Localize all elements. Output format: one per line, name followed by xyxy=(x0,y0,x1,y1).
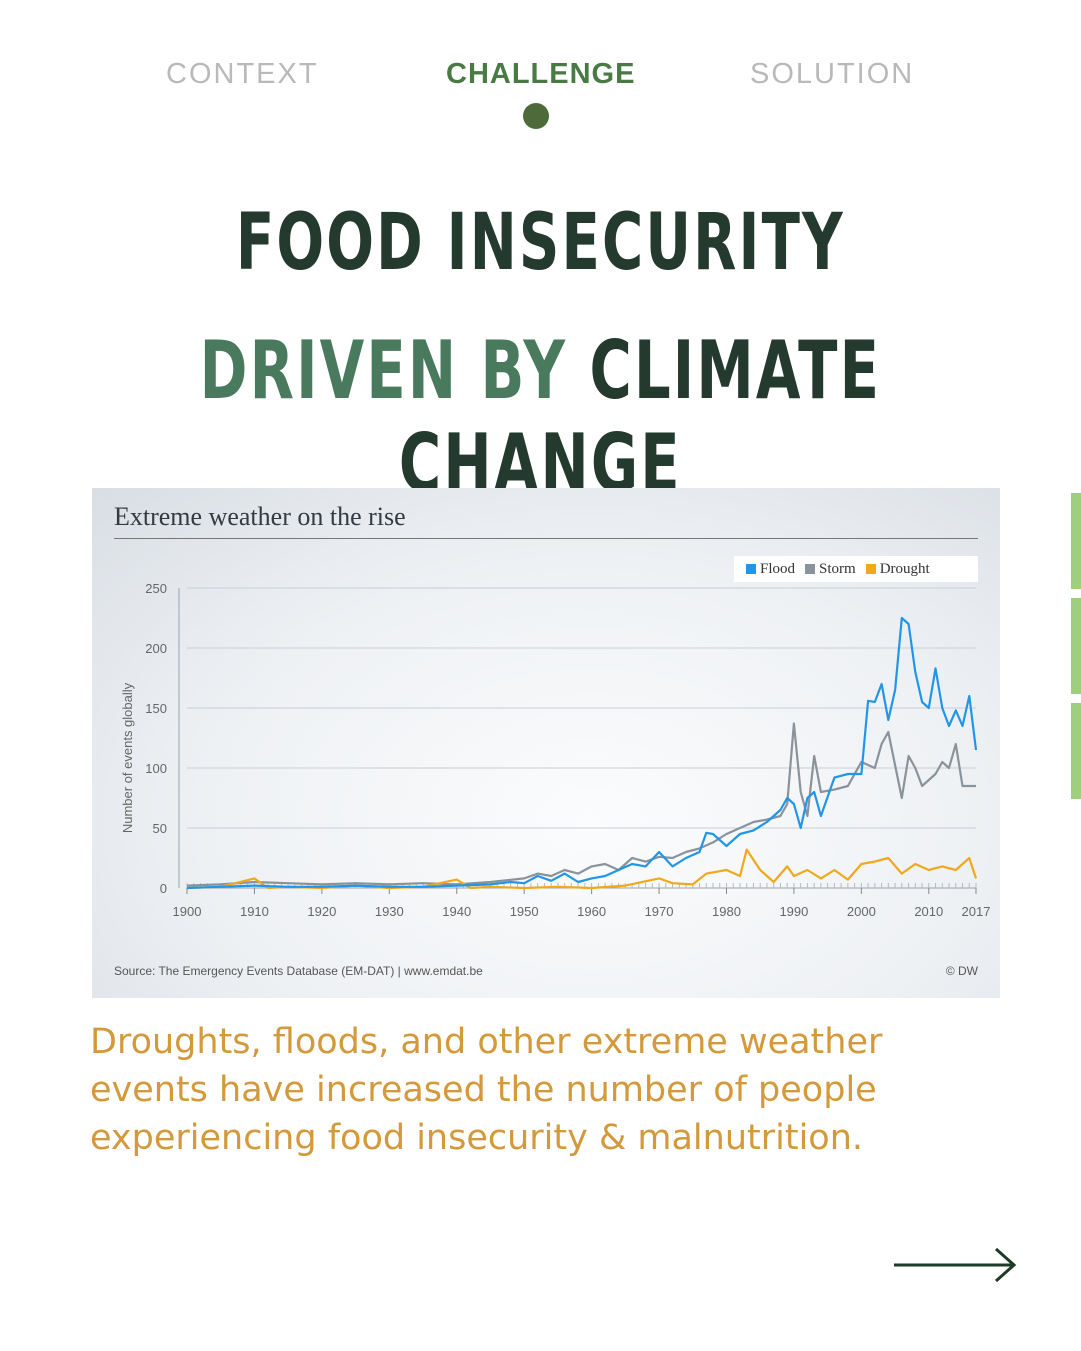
x-tick-label: 2017 xyxy=(962,904,991,919)
y-tick-label: 0 xyxy=(160,881,167,896)
caption-text: Droughts, floods, and other extreme weat… xyxy=(90,1022,883,1158)
y-tick-label: 50 xyxy=(153,821,167,836)
x-tick-label: 1950 xyxy=(510,904,539,919)
x-tick-label: 1940 xyxy=(442,904,471,919)
x-tick-label: 1900 xyxy=(173,904,202,919)
x-tick-label: 1960 xyxy=(577,904,606,919)
side-progress-bar-3 xyxy=(1071,703,1081,799)
side-progress-bar-1 xyxy=(1071,493,1081,589)
tab-context[interactable]: CONTEXT xyxy=(166,58,319,90)
tab-solution[interactable]: SOLUTION xyxy=(750,58,915,90)
series-line-flood xyxy=(186,616,978,890)
headline-line-2: DRIVEN BY CLIMATE CHANGE xyxy=(151,324,929,510)
chart-card: Extreme weather on the rise 0 50 100 150 200… xyxy=(92,488,1000,998)
headline-line-1: FOOD INSECURITY xyxy=(235,198,845,288)
y-tick-label: 200 xyxy=(145,641,167,656)
x-tick-label: 1970 xyxy=(645,904,674,919)
x-tick-label: 1990 xyxy=(779,904,808,919)
drought-swatch-icon xyxy=(865,564,876,574)
chart-source: Source: The Emergency Events Database (E… xyxy=(114,964,483,978)
headline-dark-text: CLIMATE CHANGE xyxy=(398,324,882,510)
x-tick-label: 1930 xyxy=(375,904,404,919)
tab-challenge[interactable]: CHALLENGE xyxy=(446,58,636,90)
legend-item-drought: Drought xyxy=(865,560,930,578)
legend-label-storm: Storm xyxy=(819,560,856,577)
legend-item-flood: Flood xyxy=(746,561,795,578)
x-tick-label: 2010 xyxy=(914,904,943,919)
x-tick-label: 2000 xyxy=(847,904,876,919)
series-line-drought xyxy=(186,848,978,890)
y-tick-label: 150 xyxy=(145,701,167,716)
side-progress-bar-2 xyxy=(1071,598,1081,694)
headline-green-text: DRIVEN BY xyxy=(199,324,568,417)
chart-title-divider xyxy=(114,538,978,539)
line-chart: 0 50 100 150 200 250 1900 1910 1920 1930 1940 1950 1… xyxy=(120,581,991,919)
y-tick-label: 250 xyxy=(145,581,167,596)
active-tab-dot-icon xyxy=(523,103,549,129)
section-tabs: CONTEXT CHALLENGE SOLUTION xyxy=(0,58,1081,129)
y-tick-label: 100 xyxy=(145,761,167,776)
series-line-storm xyxy=(186,722,976,887)
storm-swatch-icon xyxy=(805,564,816,574)
flood-swatch-icon xyxy=(746,564,756,574)
chart-title: Extreme weather on the rise xyxy=(114,502,406,531)
legend-label-flood: Flood xyxy=(760,560,796,577)
legend-label-drought: Drought xyxy=(879,560,930,577)
legend-item-storm: Storm xyxy=(805,561,856,578)
chart-credit: © DW xyxy=(945,964,978,978)
y-axis-label: Number of events globally xyxy=(120,682,135,833)
x-tick-label: 1980 xyxy=(712,904,741,919)
x-tick-label: 1920 xyxy=(307,904,336,919)
x-tick-label: 1910 xyxy=(240,904,269,919)
next-arrow-icon[interactable] xyxy=(892,1245,1020,1285)
chart-legend: Flood Storm Drought xyxy=(734,556,978,582)
